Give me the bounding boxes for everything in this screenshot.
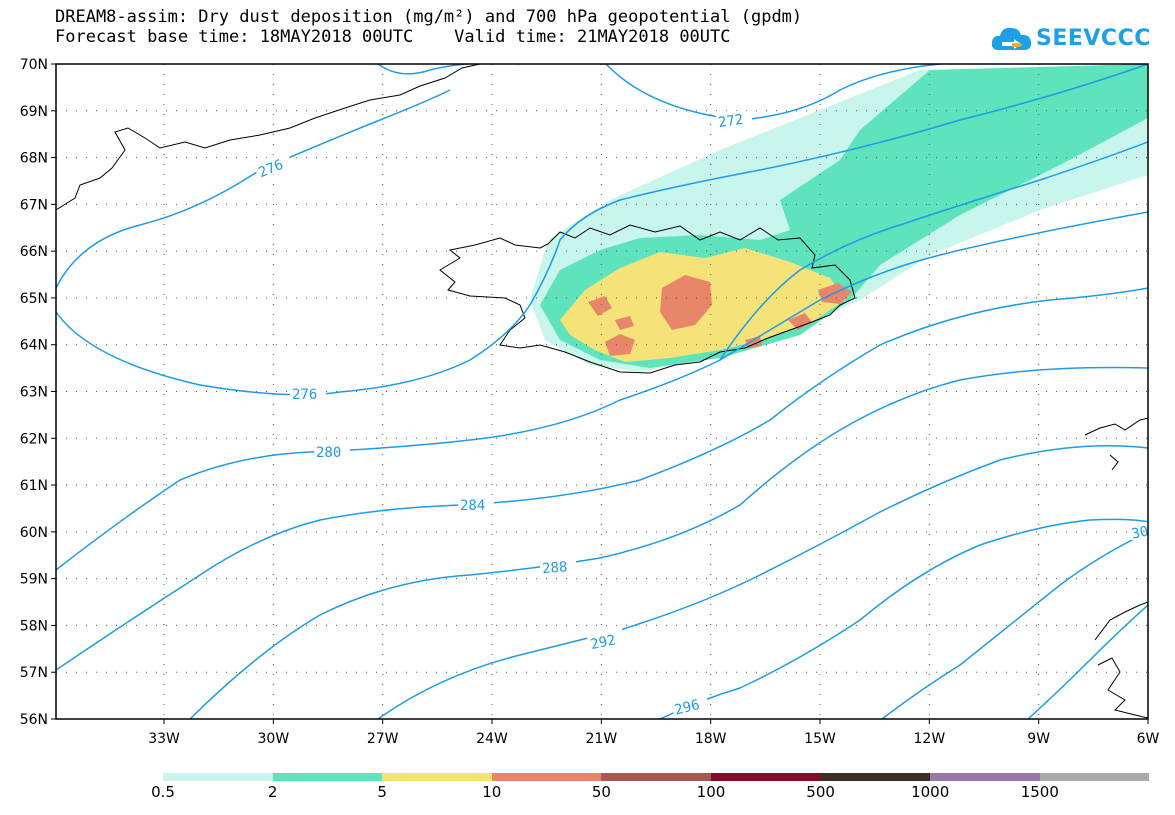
contour-label: 288 [542,559,568,577]
contour-300 [881,531,1148,719]
lat-tick-label: 59N [20,572,48,588]
dust-deposition-layer [530,64,1148,372]
deposition-area-10 [588,296,612,316]
deposition-area-10 [660,275,712,330]
legend-label: 2 [267,783,278,801]
deposition-area-10 [615,316,634,330]
contour-label: 292 [589,632,617,653]
legend-label: 10 [482,783,502,801]
contour-label: 296 [673,697,701,719]
lat-tick-label: 66N [20,244,48,260]
deposition-area-10 [788,313,812,330]
coastlines [56,64,1148,719]
contour-276-loop [56,64,1148,396]
lat-tick-label: 57N [20,665,48,681]
lat-tick-label: 58N [20,618,48,634]
lon-tick-label: 21W [586,731,618,747]
contour-304 [1027,604,1148,719]
map-title-line-1: DREAM8-assim: Dry dust deposition (mg/m²… [55,7,803,27]
contour-276-west [56,89,451,289]
legend-label: 1500 [1020,783,1059,801]
legend-label: 100 [696,783,726,801]
deposition-area-10 [745,336,762,348]
latitude-axis: 70N 69N 68N 67N 66N 65N 64N 63N 62N 61N 60N 59N 58N 5… [20,57,56,728]
contour-label: 280 [316,445,341,461]
contour-284 [56,287,1148,671]
lat-tick-label: 67N [20,197,48,213]
legend-swatch [820,773,931,781]
lon-tick-label: 15W [804,731,836,747]
legend-swatch [710,773,821,781]
legend-label: 0.5 [151,783,175,801]
lat-tick-label: 60N [20,525,48,541]
logo-text: SEEVCCC [1036,26,1151,51]
lon-tick-label: 33W [148,731,180,747]
geopotential-contours [56,64,1148,719]
deposition-area-10 [605,334,635,356]
lat-tick-label: 65N [20,291,48,307]
greenland-coastline [56,64,481,211]
lon-tick-label: 18W [695,731,727,747]
map-title-line-2: Forecast base time: 18MAY2018 00UTC Vali… [55,27,731,47]
legend-label: 500 [806,783,835,801]
lon-tick-label: 27W [367,731,399,747]
lat-tick-label: 69N [20,104,48,120]
legend-swatch [491,773,602,781]
contour-labels: 272 276 276 280 284 288 292 296 30 [252,111,1150,719]
legend-swatch [1039,773,1150,781]
lat-tick-label: 70N [20,57,48,73]
legend-swatch [930,773,1040,781]
legend-swatch [601,773,711,781]
lon-tick-label: 12W [914,731,946,747]
lat-tick-label: 61N [20,478,48,494]
cloud-icon [991,27,1032,50]
legend-swatch [272,773,383,781]
iceland-coastline [439,224,856,374]
contour-296 [659,518,1148,719]
lon-tick-label: 6W [1137,731,1160,747]
contour-a [719,141,1148,361]
contour-label: 276 [292,387,317,403]
contour-label: 284 [460,498,485,514]
legend-swatch [163,773,273,781]
legend-label: 50 [591,783,611,801]
lon-tick-label: 24W [476,731,508,747]
contour-label: 30 [1130,523,1150,542]
lat-tick-label: 56N [20,712,48,728]
contour-label: 272 [717,112,744,131]
graticule [56,64,1148,719]
legend-label: 1000 [911,783,950,801]
lat-tick-label: 68N [20,151,48,167]
lat-tick-label: 63N [20,385,48,401]
lon-tick-label: 30W [258,731,290,747]
contour-272 [377,64,941,121]
legend-swatch [382,773,492,781]
scotland-coastline [1084,417,1148,719]
contour-288 [189,366,1148,719]
legend-label: 5 [377,783,387,801]
contour-292 [377,444,1148,719]
lon-tick-label: 9W [1027,731,1050,747]
longitude-axis: 33W 30W 27W 24W 21W 18W 15W 12W 9W 6W [148,719,1160,747]
legend-colorbar [163,773,1150,781]
contour-280 [56,211,1148,571]
lat-tick-label: 64N [20,338,48,354]
lat-tick-label: 62N [20,431,48,447]
seevccc-logo: SEEVCCC [990,22,1170,58]
